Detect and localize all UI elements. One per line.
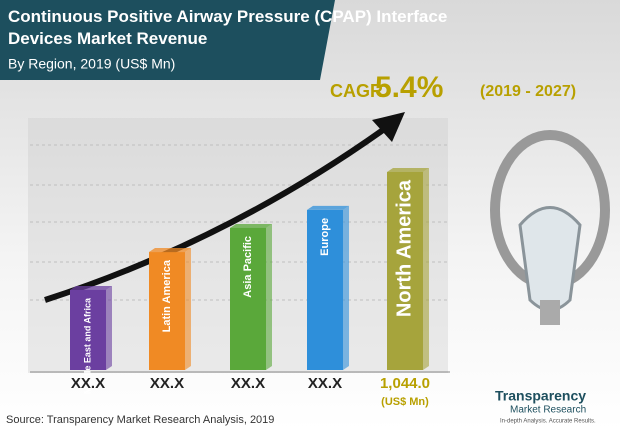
bar-side (423, 168, 429, 370)
bar-top (230, 223, 272, 228)
cagr-value: 5.4% (375, 71, 443, 104)
logo-name: Transparency (495, 388, 586, 404)
value-label: XX.X (71, 375, 105, 392)
value-label: XX.X (231, 375, 265, 392)
category-label: North America (393, 179, 415, 317)
category-label: Asia Pacific (242, 236, 254, 298)
logo-tagline: In-depth Analysis. Accurate Results. (500, 419, 596, 425)
chart-subtitle: By Region, 2019 (US$ Mn) (8, 56, 175, 72)
bar-top (307, 205, 349, 210)
bar-side (266, 223, 272, 370)
chart-title: Continuous Positive Airway Pressure (CPA… (8, 7, 447, 48)
trend-arrowhead (372, 112, 405, 142)
category-label: Latin America (161, 259, 173, 332)
value-label: 1,044.0 (380, 375, 430, 392)
title-banner (0, 0, 335, 80)
source: Source: Transparency Market Research Ana… (6, 414, 274, 426)
bar (149, 252, 185, 370)
value-label: XX.X (150, 375, 184, 392)
bar-side (185, 248, 191, 370)
bar (307, 209, 343, 370)
bar-top (70, 285, 112, 290)
value-label: XX.X (308, 375, 342, 392)
mask-image (490, 130, 610, 325)
bar-top (149, 248, 191, 253)
bar (230, 227, 266, 370)
cagr-label: CAGR (330, 81, 383, 101)
cagr-period: (2019 - 2027) (480, 83, 576, 100)
category-label: Europe (319, 218, 331, 256)
bar-side (343, 205, 349, 370)
bar-top (387, 168, 429, 172)
bar (387, 172, 423, 370)
bar (70, 289, 106, 370)
logo-name: Market Research (510, 405, 586, 416)
trend-arrow (44, 122, 392, 303)
bar-side (106, 285, 112, 370)
logo: Transparency Market Research In-depth An… (495, 388, 596, 425)
unit-note: (US$ Mn) (381, 396, 429, 408)
category-label: Middle East and Africa (82, 297, 92, 394)
